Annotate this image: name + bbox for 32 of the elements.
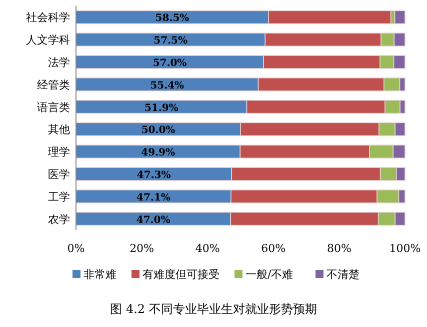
- y-tick-label: 人文学科: [26, 34, 70, 47]
- x-tick-label: 60%: [261, 242, 286, 255]
- y-tick-label: 经管类: [37, 78, 70, 92]
- x-tick-label: 0%: [67, 242, 85, 255]
- data-label: 58.5%: [155, 13, 190, 24]
- y-tick-label: 法学: [48, 56, 70, 69]
- y-tick-label: 语言类: [37, 100, 70, 114]
- y-tick-label: 理学: [48, 146, 70, 159]
- data-label: 50.0%: [141, 125, 176, 136]
- data-label: 47.0%: [136, 214, 171, 226]
- y-tick-label: 社会科学: [26, 11, 70, 24]
- legend-label: 非常难: [84, 268, 116, 281]
- y-tick-label: 其他: [48, 123, 70, 136]
- caption: 图 4.2 不同专业毕业生对就业形势预期: [110, 302, 317, 316]
- x-tick-label: 40%: [195, 242, 220, 255]
- x-tick-label: 20%: [130, 242, 154, 255]
- legend-label: 不清楚: [326, 268, 360, 281]
- data-label: 55.4%: [150, 80, 185, 92]
- data-label: 49.9%: [141, 148, 176, 159]
- data-label: 57.0%: [152, 58, 188, 69]
- y-tick-label: 工学: [48, 190, 70, 204]
- data-label: 47.3%: [136, 170, 172, 181]
- legend-label: 有难度但可接受: [142, 268, 220, 281]
- bar: [394, 10, 406, 24]
- data-label: 47.1%: [136, 192, 171, 204]
- x-tick-label: 100%: [389, 242, 421, 255]
- legend-label: 一般/不难: [246, 268, 294, 281]
- x-tick-label: 80%: [326, 242, 352, 255]
- data-label: 57.5%: [154, 36, 188, 47]
- y-tick-label: 农学: [48, 212, 70, 226]
- data-label: 51.9%: [144, 102, 179, 114]
- y-tick-label: 医学: [48, 168, 70, 181]
